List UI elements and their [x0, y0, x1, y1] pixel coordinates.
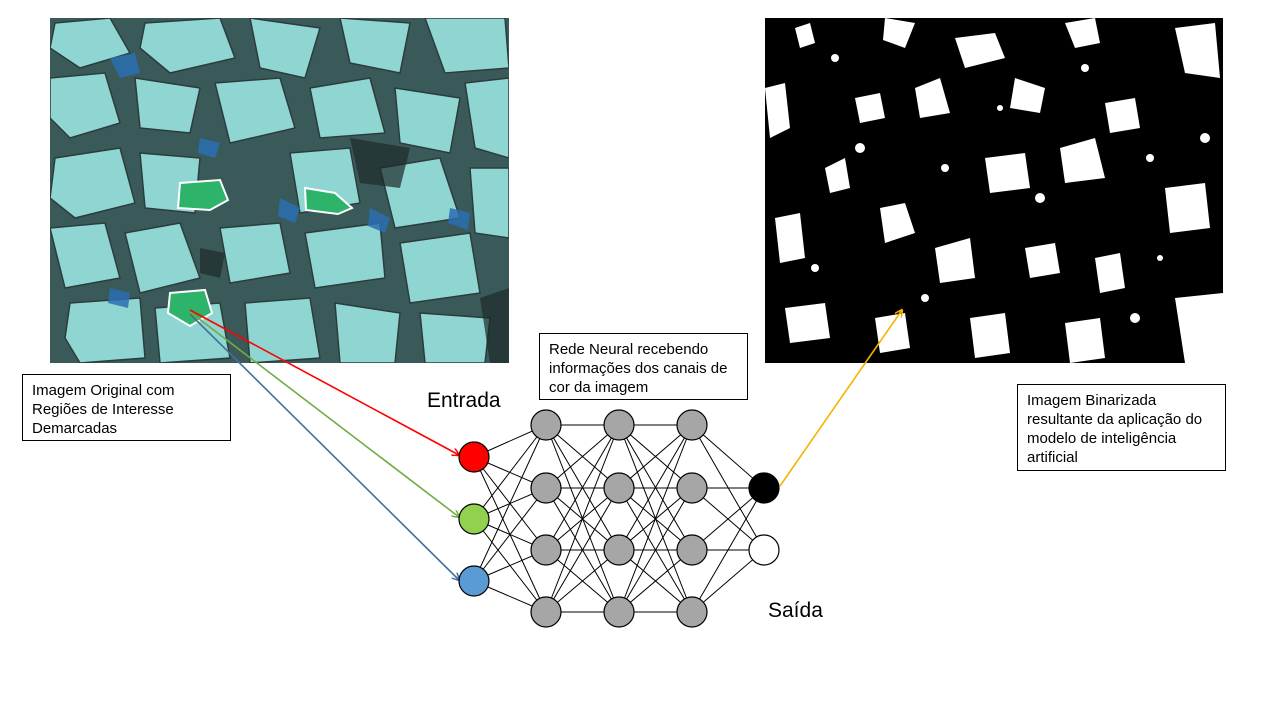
output-layer-label: Saída	[768, 599, 823, 622]
output-arrow	[779, 310, 902, 487]
neural-network-caption: Rede Neural recebendo informações dos ca…	[539, 333, 748, 400]
connection-line	[545, 487, 620, 613]
node-hidden-2-3	[603, 534, 635, 566]
connection-line	[618, 487, 693, 613]
input-layer-label: Entrada	[427, 389, 501, 412]
node-hidden-2-4	[603, 596, 635, 628]
node-hidden-1-3	[530, 534, 562, 566]
node-green-channel	[458, 503, 490, 535]
connection-line	[691, 487, 765, 551]
node-white-class	[748, 534, 780, 566]
node-black-class	[748, 472, 780, 504]
binarized-caption-text: Imagem Binarizada resultante da aplicaçã…	[1027, 392, 1203, 466]
node-hidden-1-1	[530, 409, 562, 441]
connection-line	[473, 487, 547, 582]
binarized-image-caption: Imagem Binarizada resultante da aplicaçã…	[1017, 384, 1226, 471]
rede-caption-text: Rede Neural recebendo informações dos ca…	[549, 341, 728, 396]
connection-line	[691, 487, 765, 613]
connection-line	[473, 424, 547, 582]
node-red-channel	[458, 441, 490, 473]
input-arrows	[189, 309, 902, 580]
node-hidden-2-2	[603, 472, 635, 504]
connection-line	[545, 424, 620, 613]
connection-line	[618, 424, 693, 489]
connection-line	[545, 424, 620, 489]
connection-line	[473, 424, 547, 520]
node-hidden-3-2	[676, 472, 708, 504]
network-connections	[473, 424, 765, 613]
node-hidden-3-1	[676, 409, 708, 441]
red-input-arrow	[189, 309, 459, 455]
node-hidden-3-3	[676, 534, 708, 566]
original-image	[50, 18, 509, 363]
connection-line	[545, 424, 620, 551]
connection-line	[618, 424, 693, 551]
connection-line	[618, 549, 693, 613]
node-hidden-2-1	[603, 409, 635, 441]
original-image-caption: Imagem Original com Regiões de Interesse…	[22, 374, 231, 441]
connection-line	[618, 424, 693, 613]
binarized-image	[765, 18, 1223, 363]
original-caption-text: Imagem Original com Regiões de Interesse…	[32, 382, 175, 437]
connection-line	[545, 549, 620, 613]
connection-line	[691, 424, 765, 489]
network-nodes	[458, 409, 780, 628]
node-blue-channel	[458, 565, 490, 597]
connection-line	[691, 549, 765, 613]
node-hidden-3-4	[676, 596, 708, 628]
node-hidden-1-2	[530, 472, 562, 504]
blue-input-arrow	[189, 313, 459, 580]
green-input-arrow	[189, 311, 459, 517]
node-hidden-1-4	[530, 596, 562, 628]
